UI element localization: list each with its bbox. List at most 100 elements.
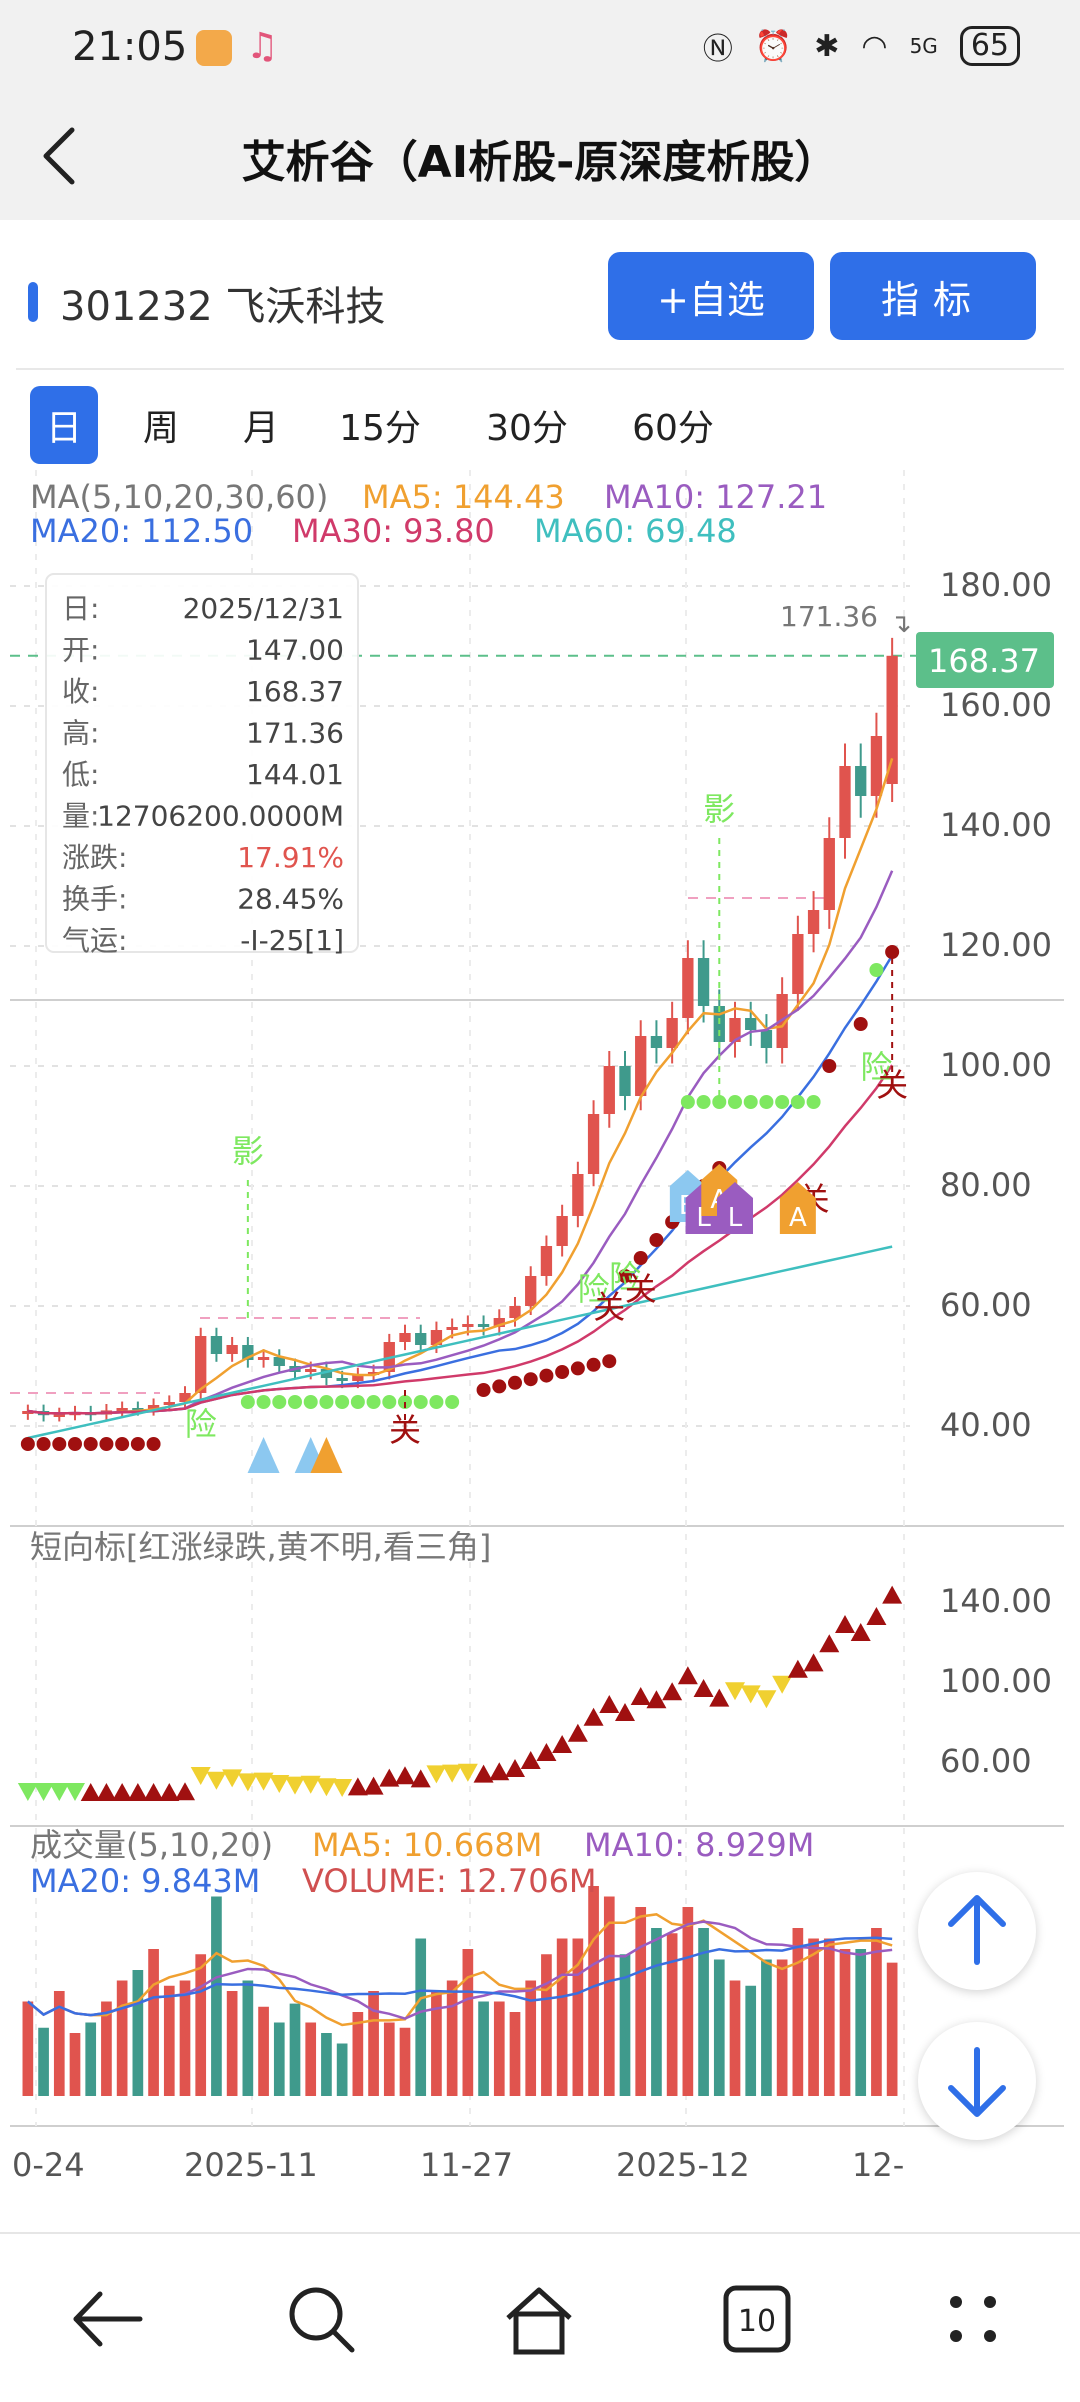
alarm-icon: ⏰ [754, 28, 793, 64]
candle [886, 655, 898, 784]
signal-dot [319, 1395, 334, 1409]
volume-bar [776, 1959, 788, 2096]
date-tick: 11-27 [420, 2146, 513, 2184]
ma5-legend: MA5: 144.43 [362, 478, 565, 516]
tag-a [779, 1182, 816, 1234]
signal-dot [36, 1437, 51, 1451]
short-indicator-triangle [787, 1659, 808, 1678]
candle [807, 910, 820, 934]
short-indicator-series [17, 1585, 903, 1801]
signal-dot [555, 1365, 570, 1379]
signal-dot [429, 1395, 444, 1409]
short-indicator-axis: 140.00 100.00 60.00 [940, 1582, 1052, 1780]
info-key: 低: [62, 758, 99, 791]
nav-home-button[interactable] [494, 2274, 584, 2364]
signal-dot [130, 1437, 145, 1451]
signal-dot [52, 1437, 67, 1451]
volume-bar [179, 1980, 191, 2096]
short-indicator-triangle [237, 1773, 258, 1792]
volume-bar [431, 1991, 442, 2096]
nav-back-button[interactable] [62, 2274, 152, 2364]
candle [823, 838, 835, 910]
scroll-down-button[interactable] [918, 2022, 1036, 2140]
candle [399, 1333, 411, 1342]
short-indicator-triangle [300, 1775, 321, 1794]
short-indicator-triangle [17, 1783, 38, 1801]
volume-bar [682, 1907, 694, 2096]
short-indicator-triangle [693, 1679, 714, 1697]
short-indicator-triangle [175, 1782, 195, 1801]
volume-bar [745, 1985, 757, 2096]
bluetooth-icon: ✱ [814, 28, 840, 64]
candle [132, 1408, 144, 1411]
short-indicator-triangle [49, 1783, 70, 1801]
short-indicator-triangle [442, 1764, 463, 1783]
candle [446, 1327, 458, 1330]
candle [367, 1372, 380, 1375]
candle [729, 1018, 741, 1042]
price-tick: 40.00 [940, 1406, 1032, 1444]
signal-dot [696, 1095, 711, 1109]
nav-search-button[interactable] [276, 2274, 366, 2364]
volume-bar [541, 1954, 552, 2096]
nav-tabs-button[interactable]: 10 [712, 2274, 802, 2364]
date-tick: 2025-12 [616, 2146, 750, 2184]
volume-bar [792, 1928, 804, 2096]
short-indicator-triangle [473, 1764, 494, 1783]
arrow-left-icon [73, 2291, 143, 2347]
volume-bar [823, 1938, 835, 2096]
volume-value: VOLUME: 12.706M [302, 1862, 597, 1900]
bottom-nav: 10 [0, 2232, 1080, 2402]
danger-marker: 险 [185, 1405, 217, 1443]
volume-title: 成交量(5,10,20) [30, 1826, 273, 1864]
volume-bar [886, 1962, 898, 2096]
volume-bar [22, 2001, 34, 2096]
tab-30min[interactable]: 30分 [486, 408, 568, 449]
tab-month[interactable]: 月 [242, 408, 279, 449]
stock-chart[interactable]: 影影险险险险关关关关关BLALA MA(5,10,20,30,60) MA5: … [0, 470, 1080, 2140]
ma-legend-title: MA(5,10,20,30,60) [30, 478, 328, 516]
volume-bar [53, 1991, 65, 2096]
short-indicator-triangle [725, 1682, 745, 1701]
signal-icon: 5G [909, 34, 938, 58]
short-indicator-triangle [347, 1777, 368, 1796]
ma60-line [27, 1245, 893, 1440]
candlestick-series [22, 637, 898, 1422]
signal-dot [382, 1395, 397, 1409]
arrow-down-icon: ↴ [890, 609, 912, 639]
info-value: 168.37 [246, 675, 344, 708]
tab-week[interactable]: 周 [142, 408, 179, 449]
add-watchlist-button[interactable]: +自选 [608, 252, 814, 340]
music-icon: ♫ [246, 26, 279, 67]
volume-bar [368, 1991, 379, 2096]
volume-bar [635, 1907, 647, 2096]
short-indicator-triangle [552, 1735, 573, 1753]
short-indicator-triangle [410, 1769, 431, 1788]
info-value: 147.00 [246, 634, 344, 667]
back-button[interactable] [30, 116, 100, 196]
candle [525, 1276, 537, 1306]
volume-bar [509, 2012, 521, 2096]
tab-15min[interactable]: 15分 [339, 408, 421, 449]
candle [635, 1036, 647, 1096]
short-indicator-triangle [615, 1703, 635, 1721]
info-value: 17.91% [237, 841, 344, 874]
danger-marker: 险 [609, 1258, 641, 1296]
short-indicator-triangle [567, 1723, 588, 1742]
signal-dot [20, 1437, 35, 1451]
price-tick: 160.00 [940, 686, 1052, 724]
tab-day[interactable]: 日 [30, 386, 98, 464]
status-time: 21:05 [72, 24, 188, 70]
candle [587, 1114, 600, 1174]
indicator-button[interactable]: 指标 [830, 252, 1036, 340]
signal-dot [272, 1395, 287, 1409]
volume-bar [273, 2022, 285, 2096]
tab-60min[interactable]: 60分 [632, 408, 714, 449]
scroll-up-button[interactable] [918, 1872, 1036, 1990]
volume-bar [132, 1970, 144, 2096]
short-indicator-triangle [426, 1765, 447, 1784]
short-indicator-triangle [395, 1766, 415, 1785]
nav-menu-button[interactable] [928, 2274, 1018, 2364]
short-indicator-triangle [363, 1776, 384, 1795]
candle [556, 1216, 568, 1246]
